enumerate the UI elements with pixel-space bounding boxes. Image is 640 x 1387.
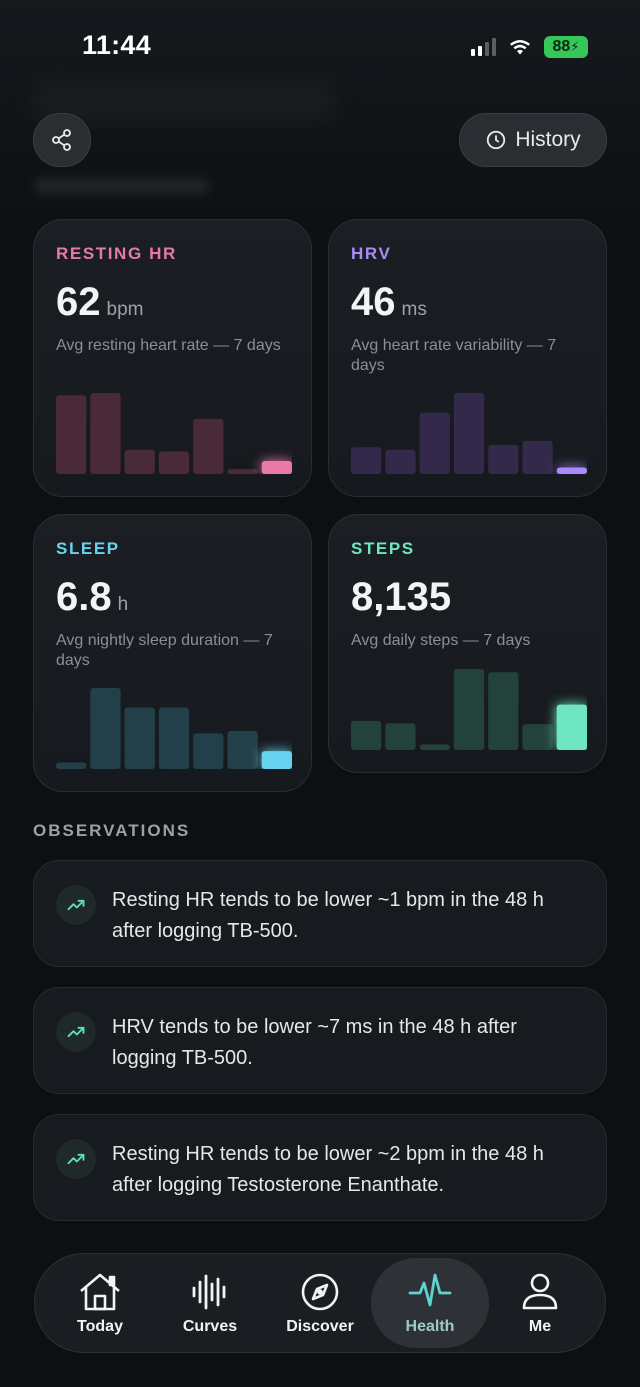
trend-icon (56, 885, 96, 925)
tab-discover[interactable]: Discover (261, 1258, 379, 1348)
steps-card[interactable]: STEPS 8,135 Avg daily steps — 7 days (328, 514, 607, 773)
chart-bar-current (556, 704, 587, 750)
person-icon (522, 1273, 558, 1309)
observation-item[interactable]: HRV tends to be lower ~7 ms in the 48 h … (33, 987, 607, 1094)
hrv-card[interactable]: HRV 46 ms Avg heart rate variability — 7 … (328, 219, 607, 497)
chart-bar (56, 395, 87, 474)
tab-label: Curves (182, 1317, 238, 1335)
tab-today[interactable]: Today (41, 1258, 159, 1348)
chart-bar (419, 744, 450, 750)
tab-label: Discover (286, 1317, 354, 1335)
observation-text: Resting HR tends to be lower ~2 bpm in t… (112, 1143, 544, 1196)
history-label: History (515, 128, 581, 151)
share-icon (52, 129, 71, 151)
card-value: 46 (351, 280, 396, 324)
heartbeat-icon (408, 1273, 452, 1306)
chart-bar (522, 440, 553, 474)
card-description: Avg nightly sleep duration — 7 days (56, 632, 273, 669)
chart-bar (124, 707, 155, 769)
compass-icon (301, 1273, 339, 1310)
tab-curves[interactable]: Curves (151, 1258, 269, 1348)
chart-bar (453, 393, 485, 474)
chart-bar (56, 762, 87, 769)
chart-bar (522, 724, 553, 750)
chart-bar (158, 451, 190, 474)
wifi-icon (510, 40, 530, 55)
card-label: SLEEP (56, 539, 120, 558)
observations-heading: OBSERVATIONS (33, 821, 191, 840)
chart-bar (227, 469, 258, 474)
card-description: Avg resting heart rate — 7 days (56, 337, 281, 354)
resting-hr-bar-chart (56, 393, 292, 474)
status-time: 11:44 (82, 30, 152, 60)
observation-item[interactable]: Resting HR tends to be lower ~1 bpm in t… (33, 860, 607, 967)
chart-bar (385, 449, 416, 474)
card-unit: h (117, 594, 129, 615)
tab-label: Me (528, 1317, 552, 1335)
trend-icon (56, 1139, 96, 1179)
card-unit: bpm (106, 299, 144, 320)
chart-bar (158, 707, 190, 769)
chart-bar (488, 444, 519, 474)
waveform-icon (192, 1274, 226, 1309)
sleep-bar-chart (56, 688, 292, 769)
chart-bar (193, 733, 224, 769)
home-icon (80, 1273, 120, 1310)
blurred-page-subtitle (34, 178, 209, 194)
bottom-tab-bar: Today Curves Discover Health Me (34, 1253, 606, 1353)
chart-bar-current (261, 751, 292, 769)
status-indicators: 88 ⚡ (471, 36, 588, 58)
trend-icon (56, 1012, 96, 1052)
tab-health[interactable]: Health (371, 1258, 489, 1348)
tab-label: Today (77, 1317, 123, 1335)
resting-hr-card[interactable]: RESTING HR 62 bpm Avg resting heart rate … (33, 219, 312, 497)
card-value: 8,135 (351, 575, 452, 619)
chart-bar (351, 447, 382, 474)
chart-bar (227, 730, 258, 769)
chart-bar (124, 449, 155, 474)
card-unit: ms (401, 299, 427, 320)
clock-icon (487, 130, 506, 150)
card-label: STEPS (351, 539, 415, 558)
hrv-bar-chart (351, 393, 587, 474)
blurred-page-title (34, 80, 334, 120)
chart-bar (488, 672, 519, 750)
chart-bar (419, 412, 450, 474)
chart-bar (193, 418, 224, 474)
card-label: HRV (351, 244, 392, 263)
observation-text: Resting HR tends to be lower ~1 bpm in t… (112, 889, 544, 942)
chart-bar (453, 669, 485, 750)
cellular-signal-icon (471, 38, 496, 56)
chart-bar-current (556, 467, 587, 474)
share-button[interactable] (33, 113, 91, 167)
card-value: 62 (56, 280, 101, 324)
tab-label: Health (405, 1317, 455, 1335)
card-description: Avg heart rate variability — 7 days (351, 337, 557, 374)
observation-text: HRV tends to be lower ~7 ms in the 48 h … (112, 1016, 517, 1069)
history-button[interactable]: History (459, 113, 607, 167)
sleep-card[interactable]: SLEEP 6.8 h Avg nightly sleep duration — … (33, 514, 312, 792)
chart-bar (385, 723, 416, 750)
chart-bar (90, 688, 121, 769)
tab-me[interactable]: Me (481, 1258, 599, 1348)
steps-bar-chart (351, 669, 587, 750)
battery-level: 88 (552, 38, 571, 55)
observation-item[interactable]: Resting HR tends to be lower ~2 bpm in t… (33, 1114, 607, 1221)
chart-bar-current (261, 461, 292, 474)
card-label: RESTING HR (56, 244, 177, 263)
chart-bar (351, 720, 382, 750)
battery-indicator: 88 ⚡ (544, 36, 588, 58)
card-description: Avg daily steps — 7 days (351, 632, 531, 649)
card-value: 6.8 (56, 575, 112, 619)
chart-bar (90, 393, 121, 474)
